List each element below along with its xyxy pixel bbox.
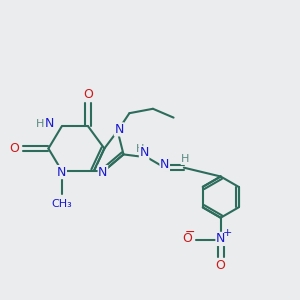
Text: N: N	[216, 232, 225, 245]
Text: O: O	[216, 259, 226, 272]
Text: O: O	[83, 88, 93, 101]
Text: N: N	[140, 146, 149, 159]
Text: N: N	[57, 166, 66, 178]
Text: N: N	[160, 158, 169, 171]
Text: N: N	[114, 123, 124, 136]
Text: O: O	[10, 142, 20, 155]
Text: +: +	[223, 228, 232, 238]
Text: CH₃: CH₃	[51, 199, 72, 208]
Text: H: H	[181, 154, 190, 164]
Text: H: H	[35, 119, 44, 129]
Text: O: O	[182, 232, 192, 245]
Text: N: N	[45, 117, 55, 130]
Text: H: H	[136, 144, 144, 154]
Text: N: N	[98, 166, 108, 178]
Text: −: −	[185, 226, 196, 239]
